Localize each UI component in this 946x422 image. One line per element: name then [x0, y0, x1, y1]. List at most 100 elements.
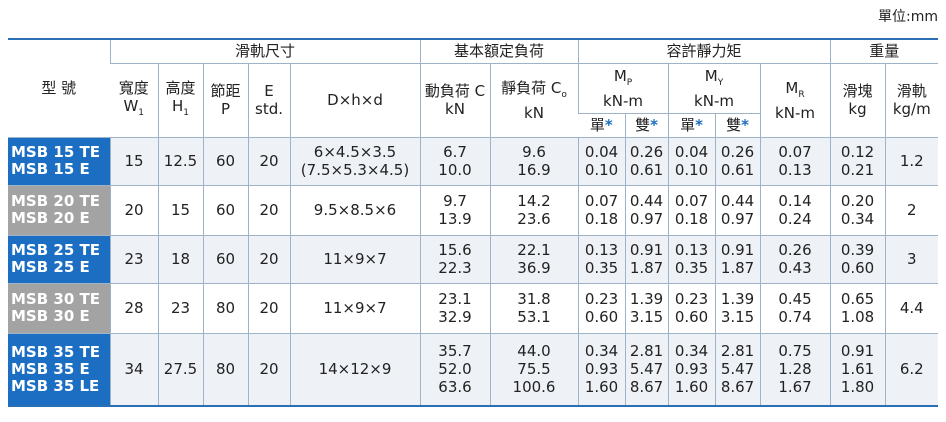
cell-line: 15.6	[438, 241, 472, 259]
cell-line: 9.7	[443, 192, 467, 210]
cell: 0.04 0.10	[577, 137, 626, 185]
cell-line: 0.34	[584, 342, 619, 361]
header-text: *	[741, 116, 749, 134]
cell-line: 0.91	[629, 241, 664, 259]
cell-line: 2.81	[629, 342, 664, 361]
header-text: 寬度	[118, 78, 149, 97]
cell: 0.23 0.60	[667, 283, 716, 333]
model-name: MSB 15 E	[11, 160, 90, 178]
header: 滑軌 kg/m	[884, 63, 939, 138]
cell-line: 0.18	[674, 210, 709, 228]
cell-line: 0.26	[629, 143, 664, 161]
cell-line: 0.20	[840, 192, 875, 210]
header-text: kN-m	[694, 91, 734, 110]
header: 滑軌尺寸	[109, 38, 420, 64]
cell-line: 0.61	[629, 161, 664, 179]
header-text: *	[650, 116, 658, 134]
cell: 0.07 0.18	[667, 185, 716, 235]
cell: 0.20 0.34	[829, 185, 886, 235]
cell: 0.13 0.35	[667, 235, 716, 283]
cell-line: 0.74	[778, 308, 812, 326]
header-text: std.	[255, 100, 283, 118]
cell-line: 14.2	[517, 192, 551, 210]
cell-line: 0.93	[674, 360, 709, 379]
cell-line: 1.87	[629, 259, 664, 277]
cell-line: 75.5	[517, 360, 551, 379]
cell-line: 0.91	[720, 241, 755, 259]
cell-line: 8.67	[720, 378, 755, 397]
cell-line: 0.07	[674, 192, 709, 210]
cell-line: 0.97	[720, 210, 755, 228]
cell-line: 16.9	[517, 161, 551, 179]
header-text: R	[798, 89, 805, 100]
header-text: 滑軌尺寸	[234, 42, 295, 61]
cell: 22.1 36.9	[489, 235, 579, 283]
header: MP kN-m	[577, 63, 669, 114]
cell-line: 0.23	[584, 290, 619, 308]
cell: 11×9×7	[289, 235, 420, 283]
cell-line: 1.60	[674, 378, 709, 397]
cell: 0.34 0.93 1.60	[667, 333, 716, 406]
cell-line: 0.44	[720, 192, 755, 210]
cell-line: 2.81	[720, 342, 755, 361]
cell-line: 15	[124, 152, 144, 170]
cell: 1.39 3.15	[714, 283, 761, 333]
cell: 80	[202, 333, 248, 406]
header: 重量	[829, 38, 939, 64]
header-text: 滑塊	[842, 82, 873, 100]
cell: 9.6 16.9	[489, 137, 579, 185]
cell-line: 0.23	[674, 290, 709, 308]
cell: 0.91 1.87	[714, 235, 761, 283]
cell-line: 0.97	[629, 210, 664, 228]
cell-line: 5.47	[629, 360, 664, 379]
cell-line: 0.18	[584, 210, 619, 228]
cell-line: 11×9×7	[323, 299, 387, 317]
cell-line: 0.07	[584, 192, 619, 210]
cell-line: 8.67	[629, 378, 664, 397]
cell: 20	[109, 185, 158, 235]
cell: 9.7 13.9	[419, 185, 490, 235]
cell-line: 20	[259, 201, 279, 219]
header-text: kN-m	[775, 103, 815, 122]
header-text: 1	[183, 107, 189, 118]
cell-line: 63.6	[438, 378, 472, 397]
cell-line: 60	[215, 250, 236, 268]
cell-line: 80	[215, 360, 236, 379]
model-cell: MSB 20 TE MSB 20 E	[8, 185, 110, 235]
header-text: M	[704, 66, 718, 85]
model-cell: MSB 30 TE MSB 30 E	[8, 283, 110, 333]
cell: 6×4.5×3.5 (7.5×5.3×4.5)	[289, 137, 420, 185]
cell: 0.26 0.61	[714, 137, 761, 185]
header: 高度 H1	[157, 63, 203, 138]
cell: 0.34 0.93 1.60	[577, 333, 626, 406]
header-text: M	[785, 78, 799, 97]
cell: 12.5	[157, 137, 203, 185]
cell-line: 0.43	[778, 259, 812, 277]
row: MSB 30 TE MSB 30 E 28 23 80 20 11×9×7 23.1 32.9 3…	[8, 283, 939, 333]
cell: 20	[247, 185, 290, 235]
cell-line: 0.04	[674, 143, 709, 161]
cell-line: 20	[259, 299, 279, 317]
header-text: 單	[589, 116, 605, 134]
header: 單*	[667, 113, 716, 138]
header: 雙*	[714, 113, 761, 138]
header-text: 重量	[869, 42, 900, 61]
cell: 20	[247, 333, 290, 406]
spec-table: 型 號 滑軌尺寸 基本額定負荷 容許靜力矩 重量 寬度 W1 高度 H1 節距 P E…	[8, 38, 939, 407]
cell: 31.8 53.1	[489, 283, 579, 333]
cell-line: 20	[259, 360, 279, 379]
cell-line: 1.80	[840, 378, 875, 397]
cell-line: 2	[907, 201, 917, 219]
header-text: 靜負荷 C	[501, 78, 562, 97]
header-text: 雙	[726, 116, 742, 134]
header: 基本額定負荷	[419, 38, 579, 64]
header-text: 節距	[210, 82, 241, 100]
cell: 3	[884, 235, 939, 283]
cell: 80	[202, 283, 248, 333]
header: 靜負荷 Co kN	[489, 63, 579, 138]
cell-line: 35.7	[438, 342, 472, 361]
cell-line: 23	[124, 250, 144, 268]
cell-line: 36.9	[517, 259, 551, 277]
cell-line: 5.47	[720, 360, 755, 379]
